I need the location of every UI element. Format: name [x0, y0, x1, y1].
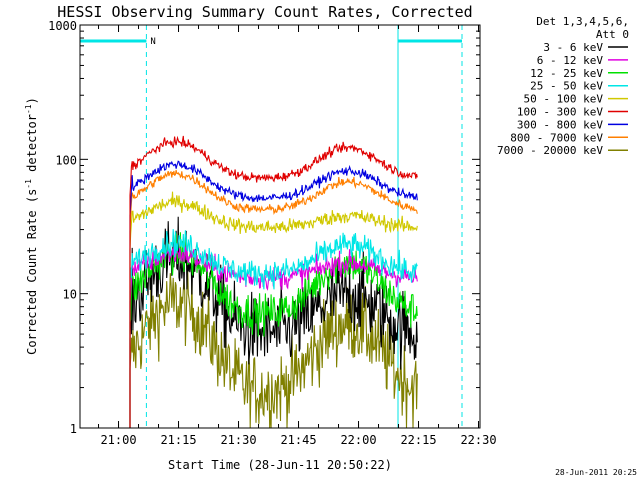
series-line — [129, 216, 418, 428]
legend-entry-label: 6 - 12 keV — [537, 54, 604, 67]
y-tick-label: 1 — [70, 422, 77, 436]
x-tick-label: 22:15 — [400, 433, 436, 447]
y-tick-label: 10 — [63, 288, 77, 302]
legend-entry-label: 7000 - 20000 keV — [497, 144, 603, 157]
legend-header-line-1: Det 1,3,4,5,6, — [536, 15, 629, 28]
x-tick-label: 21:00 — [100, 433, 136, 447]
x-tick-label: 22:00 — [340, 433, 376, 447]
series-line — [129, 191, 418, 428]
y-axis-ticks: 1 10 100 1000 — [48, 19, 480, 436]
series-line — [129, 135, 418, 428]
chart-title: HESSI Observing Summary Count Rates, Cor… — [57, 3, 472, 21]
night-marker-label: N — [150, 37, 155, 47]
legend-entry-label: 800 - 7000 keV — [510, 131, 603, 144]
series-line — [129, 264, 418, 429]
x-axis-label: Start Time (28-Jun-11 20:50:22) — [168, 458, 392, 472]
legend-entry-label: 25 - 50 keV — [530, 80, 603, 93]
legend-entry-label: 50 - 100 keV — [524, 93, 604, 106]
series-line — [129, 232, 418, 428]
series-line — [129, 169, 418, 428]
y-axis-label: Corrected Count Rate (s-1 detector-1) — [24, 97, 39, 355]
legend-entry-label: 100 - 300 keV — [517, 106, 603, 119]
legend-entry-label: 12 - 25 keV — [530, 67, 603, 80]
series-line — [129, 160, 418, 428]
x-tick-label: 21:45 — [280, 433, 316, 447]
footer-timestamp: 28-Jun-2011 20:25 — [555, 468, 637, 477]
y-tick-label: 100 — [55, 153, 77, 167]
x-axis-ticks: 21:00 21:15 21:30 21:45 22:00 22:15 22:30 — [98, 25, 497, 447]
legend-header-line-2: Att 0 — [596, 28, 629, 41]
series-line — [129, 229, 418, 428]
plot-area: N — [79, 25, 463, 429]
x-tick-label: 22:30 — [460, 433, 496, 447]
legend-entry-label: 3 - 6 keV — [543, 41, 603, 54]
x-tick-label: 21:30 — [220, 433, 256, 447]
x-tick-label: 21:15 — [160, 433, 196, 447]
plot-frame — [79, 24, 481, 429]
y-tick-label: 1000 — [48, 19, 77, 33]
legend-entry-label: 300 - 800 keV — [517, 118, 603, 131]
